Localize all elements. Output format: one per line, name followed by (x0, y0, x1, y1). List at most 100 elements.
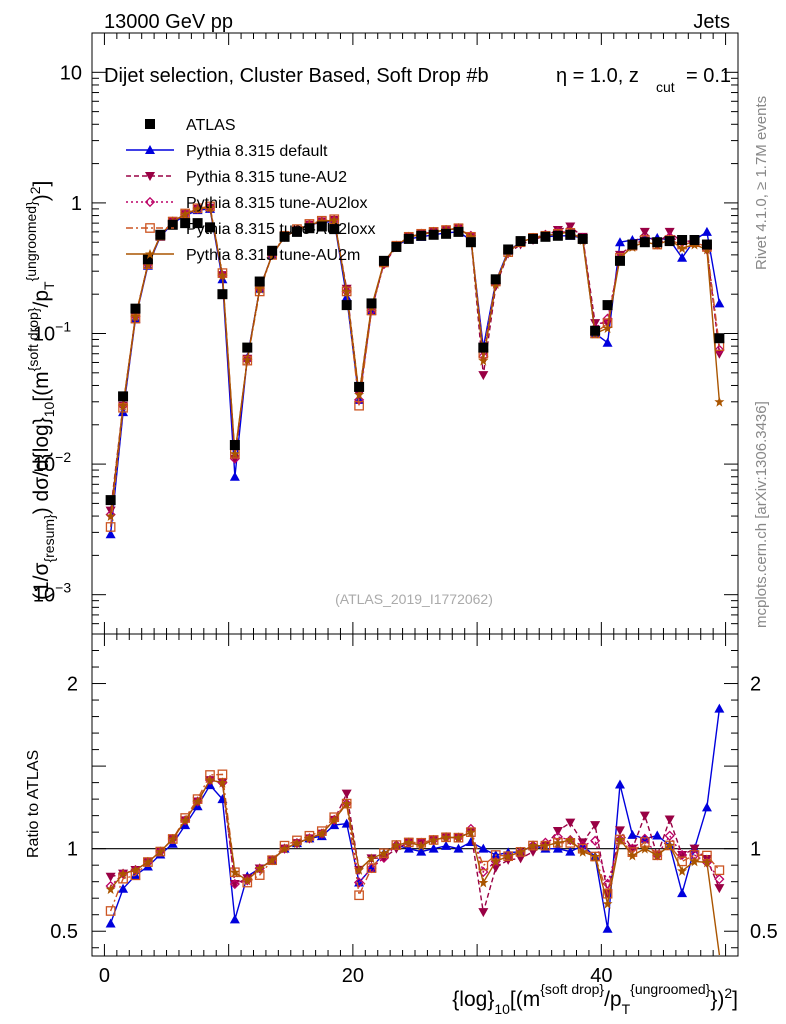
point-default (701, 226, 712, 236)
point-atlas (552, 230, 563, 241)
point-atlas (602, 300, 613, 311)
point-au2 (639, 227, 650, 237)
y-tick-label-ratio: 1 (67, 839, 78, 861)
x-tick-label: 40 (590, 965, 612, 987)
ratio-point-au2lox (229, 878, 240, 890)
legend-marker-default (145, 145, 155, 154)
ratio-point-au2 (341, 789, 352, 799)
zcut-value: = 0.1 (686, 65, 731, 87)
ratio-point-au2m (490, 856, 501, 867)
ratio-point-default (105, 918, 116, 928)
ratio-point-au2m (627, 850, 638, 861)
y-tick-label-ratio-right: 1 (750, 839, 761, 861)
point-au2m (130, 311, 141, 322)
ratio-point-au2m (577, 846, 588, 857)
ratio-point-au2m (180, 815, 191, 826)
beta-label: η = 1.0, z (556, 65, 639, 87)
legend-label-atlas: ATLAS (186, 117, 236, 134)
point-atlas (192, 218, 203, 229)
legend-label-au2loxx: Pythia 8.315 tune-AU2loxx (186, 221, 375, 238)
y-tick-label-ratio: 0.5 (50, 921, 78, 943)
ratio-point-au2 (565, 818, 576, 828)
ratio-point-au2m (540, 840, 551, 851)
legend-marker-au2m (145, 249, 155, 259)
point-au2m (465, 231, 476, 242)
point-au2m (602, 323, 613, 334)
point-atlas (465, 237, 476, 248)
point-atlas (627, 239, 638, 250)
ratio-point-au2m (664, 840, 675, 851)
point-atlas (453, 226, 464, 237)
legend-marker-au2loxx (145, 223, 155, 233)
point-atlas (403, 233, 414, 244)
ratio-point-au2m (689, 856, 700, 867)
point-au2m (677, 243, 688, 254)
y-tick-label-main: 10 (60, 62, 82, 84)
ratio-line-au2loxx (109, 773, 720, 912)
ratio-point-au2m (602, 898, 613, 909)
point-atlas (378, 255, 389, 266)
ratio-point-au2m (639, 843, 650, 854)
ratio-point-au2loxx (105, 906, 116, 916)
ratio-point-au2m (391, 840, 402, 851)
point-atlas (528, 233, 539, 244)
ratio-point-au2m (130, 864, 141, 875)
y-axis-label-ratio: Ratio to ATLAS (25, 750, 42, 858)
ratio-point-default (229, 914, 240, 924)
point-atlas (304, 223, 315, 234)
ratio-point-default (602, 923, 613, 933)
y-tick-label-ratio-right: 0.5 (750, 921, 778, 943)
ratio-point-default (441, 840, 452, 850)
ratio-point-au2m (528, 840, 539, 851)
point-default (229, 471, 240, 481)
ratio-point-au2m (652, 850, 663, 861)
ratio-frame (91, 633, 739, 957)
point-atlas (639, 237, 650, 248)
ratio-line-default (109, 708, 721, 929)
point-atlas (614, 255, 625, 266)
ratio-point-au2lox (676, 849, 688, 861)
point-atlas (167, 219, 178, 230)
ratio-point-au2m (503, 851, 514, 862)
point-au2m (180, 209, 191, 220)
point-au2m (354, 389, 365, 400)
point-au2lox (105, 509, 116, 520)
point-au2m (205, 202, 216, 213)
point-au2m (478, 355, 489, 366)
ratio-point-au2 (639, 811, 650, 821)
ratio-point-au2loxx (714, 865, 725, 876)
point-default (602, 337, 613, 347)
ratio-point-au2 (614, 826, 625, 836)
point-atlas (316, 221, 327, 232)
point-atlas (354, 381, 365, 392)
point-au2loxx (105, 522, 116, 532)
ratio-point-default (403, 843, 414, 853)
axis-ticks: 0 20 40 10 1 10−1 10−2 10−3 2 2 1 1 0.5 0.5 (33, 32, 778, 987)
ratio-point-au2m (316, 828, 327, 839)
ratio-point-au2m (254, 863, 265, 874)
point-atlas (105, 495, 116, 506)
ratio-point-default (614, 779, 625, 789)
ratio-point-au2 (714, 884, 725, 894)
ratio-point-au2m (552, 837, 563, 848)
point-atlas (677, 234, 688, 245)
ratio-point-au2m (229, 867, 240, 878)
y-tick-label-main: 10−2 (33, 449, 71, 476)
point-au2m (714, 396, 725, 407)
point-au2lox (602, 313, 613, 324)
point-atlas (701, 239, 712, 250)
point-atlas (515, 236, 526, 247)
ratio-point-au2m (403, 837, 414, 848)
point-default (614, 237, 625, 247)
point-atlas (254, 276, 265, 287)
ratio-point-au2m (242, 875, 253, 886)
point-atlas (652, 237, 663, 248)
ratio-point-default (416, 846, 427, 856)
ratio-point-au2lox (714, 874, 725, 885)
ratio-point-au2m (590, 851, 601, 862)
ratio-point-au2lox (590, 835, 601, 846)
ratio-point-au2loxx (366, 863, 377, 873)
point-atlas (689, 234, 700, 245)
point-au2m (105, 511, 116, 522)
ratio-point-au2m (267, 855, 278, 866)
